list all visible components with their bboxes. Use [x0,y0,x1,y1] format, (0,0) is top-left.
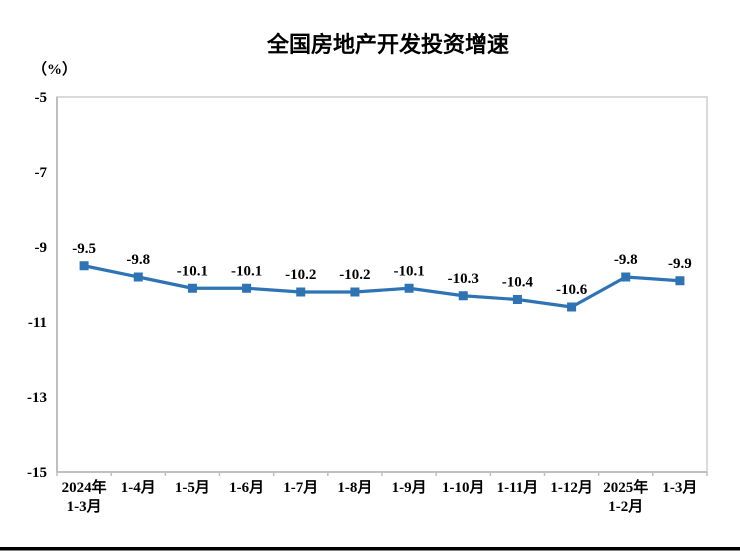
x-category-label: 1-11月 [497,479,539,496]
y-tick-label: -9 [35,240,48,256]
data-point-marker [187,283,197,293]
series-line [82,264,682,309]
data-point-label: -9.5 [72,241,96,257]
data-point-marker [296,287,306,297]
x-category-label: 1-5月 [175,479,210,496]
x-category-label: 1-10月 [442,479,485,496]
data-point-label: -10.6 [556,282,588,298]
data-point-label: -10.1 [177,263,208,279]
data-point-marker [79,261,89,271]
y-axis-unit-label: （%） [32,60,77,78]
data-point-label: -10.1 [231,263,262,279]
data-point-label: -10.2 [339,267,370,283]
x-category-label: 1-3月 [662,479,697,496]
x-category-label: 1-9月 [392,479,427,496]
y-tick-label: -13 [27,390,47,406]
data-point-marker [133,272,143,282]
x-category-label: 2024年 1-3月 [62,478,107,515]
data-point-marker [621,272,631,282]
x-category-label: 1-8月 [337,479,372,496]
data-point-label: -10.4 [502,275,534,291]
plot-area: -5 -7 -9 -11 -13 -15 2024年 1-3月 1-4月 1-5月 1-6月 1-7月… [27,90,708,515]
data-point-label: -10.1 [393,263,424,279]
data-point-label: -9.9 [668,256,692,272]
data-point-marker [567,302,577,312]
data-point-label: -9.8 [126,252,150,268]
y-tick-label: -5 [35,90,48,106]
x-category-label: 1-12月 [550,479,593,496]
data-point-label: -10.2 [285,267,316,283]
data-point-marker [404,283,414,293]
x-category-label: 1-6月 [229,479,264,496]
y-tick-label: -7 [35,165,48,181]
data-point-marker [512,295,522,304]
x-category-label: 1-7月 [283,479,318,496]
data-point-marker [242,283,252,293]
y-tick-label: -15 [27,465,47,481]
chart-title: 全国房地产开发投资增速 [266,32,509,57]
data-point-label: -9.8 [614,252,638,268]
data-point-marker [675,276,685,286]
data-point-marker [458,291,468,301]
x-category-label: 1-4月 [121,479,156,496]
y-tick-label: -11 [28,315,47,331]
data-point-label: -10.3 [448,271,479,287]
bottom-rule [0,547,740,551]
data-point-marker [350,287,360,297]
x-category-label: 2025年 1-2月 [603,478,648,515]
